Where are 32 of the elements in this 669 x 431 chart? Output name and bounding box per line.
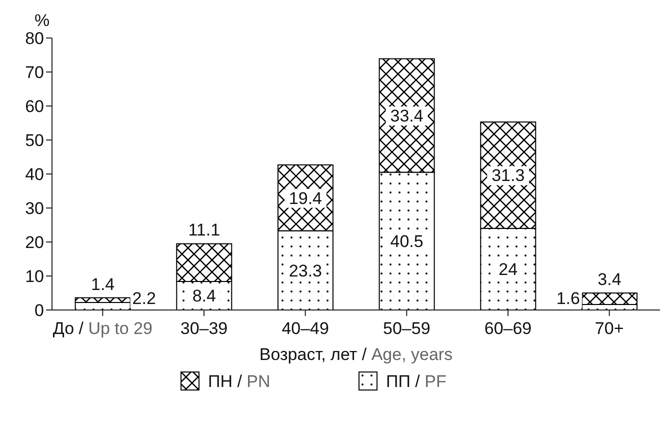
data-label: 2.2	[132, 289, 156, 308]
data-label: 40.5	[390, 232, 424, 252]
y-tick-label: 20	[25, 233, 44, 252]
data-label: 1.4	[90, 274, 115, 294]
data-label: 33.4	[390, 106, 424, 126]
legend-label: ПП / PF	[386, 372, 446, 391]
data-label: 31.3	[492, 166, 525, 186]
data-label: 19.4	[288, 188, 322, 208]
legend-label: ПН / PN	[208, 372, 270, 391]
y-tick-label: 50	[25, 131, 44, 150]
y-tick-label: 80	[25, 29, 44, 48]
y-axis-title: %	[34, 11, 50, 30]
y-tick-label: 70	[25, 63, 44, 82]
x-tick-label: 30–39	[180, 319, 228, 338]
x-tick-label: 40–49	[282, 319, 329, 338]
data-label: 3.4	[598, 270, 622, 289]
bar	[581, 292, 638, 306]
y-tick-label: 10	[25, 267, 44, 286]
y-tick-label: 0	[34, 301, 44, 320]
data-label: 23.3	[288, 261, 322, 280]
x-axis-title: Возраст, лет / Age, years	[259, 345, 453, 364]
x-tick-label: 60–69	[484, 319, 532, 338]
x-tick-label: 50–59	[383, 319, 430, 338]
data-label: 24	[498, 260, 518, 280]
data-label: 8.4	[192, 286, 216, 306]
y-tick-label: 60	[25, 97, 44, 116]
y-tick-label: 40	[25, 165, 44, 184]
data-label: 11.1	[188, 220, 220, 240]
data-label: 1.6	[556, 289, 580, 308]
y-tick-label: 30	[25, 199, 44, 218]
x-tick-label: 70+	[594, 319, 624, 338]
x-tick-label: До / Up to 29	[52, 319, 152, 338]
